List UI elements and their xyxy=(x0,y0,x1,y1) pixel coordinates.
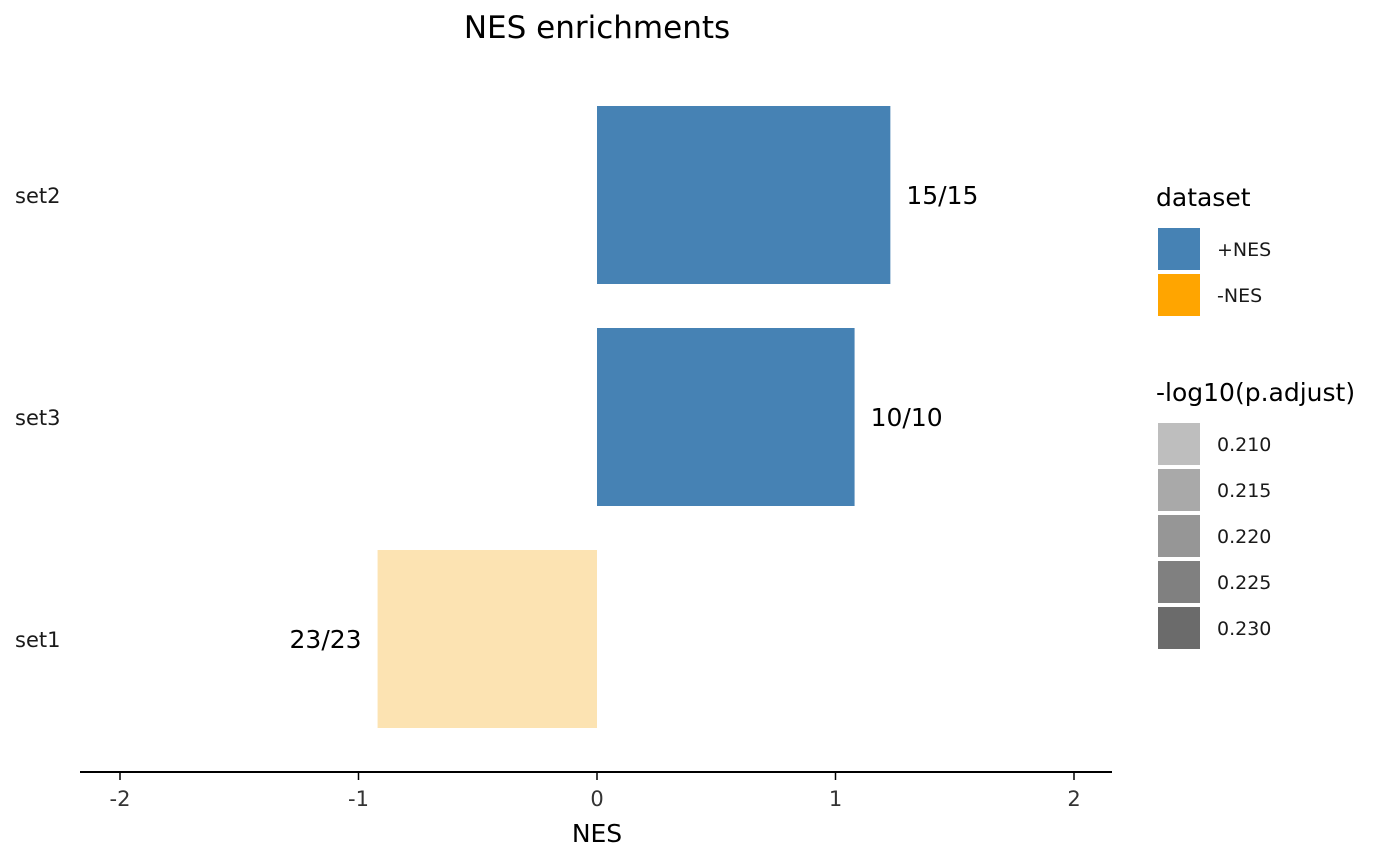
legend-dataset: dataset +NES -NES xyxy=(1156,183,1271,316)
x-tick-label: -1 xyxy=(348,787,369,811)
legend-label: 0.225 xyxy=(1217,572,1271,594)
x-axis-title: NES xyxy=(572,819,622,848)
legend-label: +NES xyxy=(1217,239,1271,261)
legend-key xyxy=(1158,515,1200,557)
legend-label: 0.220 xyxy=(1217,526,1271,548)
x-tick-label: 1 xyxy=(829,787,842,811)
x-axis-ticks: -2 -1 0 1 2 xyxy=(110,772,1081,811)
x-tick-label: 0 xyxy=(590,787,603,811)
legend-label: 0.210 xyxy=(1217,434,1271,456)
category-label: set2 xyxy=(15,184,60,208)
bar-value-label: 23/23 xyxy=(290,625,362,654)
legend-p-adjust: -log10(p.adjust) 0.210 0.215 0.220 0.225 0.23… xyxy=(1156,378,1355,649)
legend-key xyxy=(1158,228,1200,270)
category-label: set1 xyxy=(15,628,60,652)
bar-labels-layer: 15/15 10/10 23/23 xyxy=(290,181,979,654)
legend-label: -NES xyxy=(1217,285,1262,307)
legend-key xyxy=(1158,561,1200,603)
category-labels: set2 set3 set1 xyxy=(15,184,60,652)
x-tick-label: 2 xyxy=(1067,787,1080,811)
legend-title: -log10(p.adjust) xyxy=(1156,378,1355,407)
bar-value-label: 15/15 xyxy=(906,181,978,210)
bar-set3 xyxy=(597,328,855,506)
bar-value-label: 10/10 xyxy=(871,403,943,432)
chart-title: NES enrichments xyxy=(464,10,730,46)
legend-key xyxy=(1158,274,1200,316)
legend-key xyxy=(1158,469,1200,511)
x-tick-label: -2 xyxy=(110,787,131,811)
category-label: set3 xyxy=(15,406,60,430)
legend-key xyxy=(1158,423,1200,465)
legend-key xyxy=(1158,607,1200,649)
legend-label: 0.230 xyxy=(1217,618,1271,640)
bars-layer xyxy=(377,106,891,728)
legends: dataset +NES -NES -log10(p.adjust) 0.210 0.21… xyxy=(1156,183,1355,649)
legend-label: 0.215 xyxy=(1217,480,1271,502)
legend-title: dataset xyxy=(1156,183,1251,212)
bar-set2 xyxy=(597,106,891,284)
bar-set1 xyxy=(377,550,597,728)
